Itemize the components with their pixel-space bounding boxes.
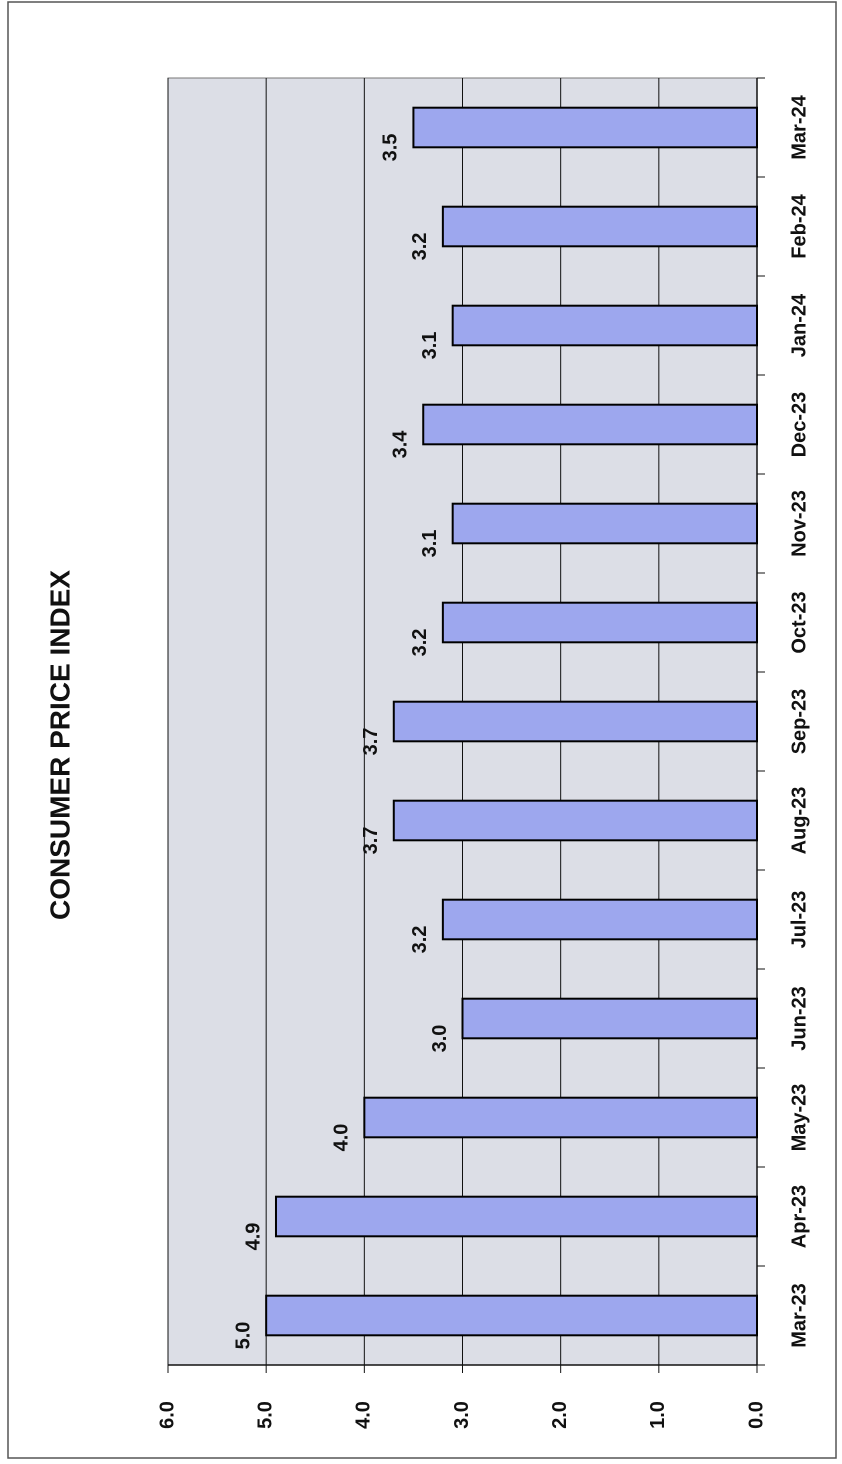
bar (422, 403, 758, 446)
chart-title: CONSUMER PRICE INDEX (44, 570, 75, 920)
y-tick-label: 2.0 (549, 1401, 571, 1429)
data-label: 3.5 (380, 134, 402, 162)
bar (363, 1096, 758, 1139)
data-label: 4.0 (331, 1124, 353, 1152)
bar (441, 205, 758, 248)
x-tick-label: Jul-23 (788, 891, 810, 949)
data-label: 3.2 (409, 629, 431, 657)
bar (392, 799, 758, 842)
bar (412, 106, 758, 149)
x-tick-label: May-23 (788, 1084, 810, 1152)
data-label: 3.7 (360, 728, 382, 756)
bar (441, 898, 758, 941)
data-label: 3.0 (429, 1025, 451, 1053)
y-tick-label: 4.0 (353, 1401, 375, 1429)
x-tick-label: Oct-23 (788, 591, 810, 653)
data-label: 3.2 (409, 926, 431, 954)
x-tick-label: Feb-24 (788, 193, 810, 258)
x-tick-label: Jun-23 (788, 986, 810, 1050)
data-label: 4.9 (242, 1223, 264, 1251)
bar (274, 1195, 758, 1238)
data-label: 3.2 (409, 233, 431, 261)
x-tick-label: Mar-23 (788, 1283, 810, 1347)
bar (451, 502, 758, 545)
x-tick-label: Apr-23 (788, 1185, 810, 1248)
x-tick-label: Nov-23 (788, 490, 810, 557)
y-tick-label: 0.0 (745, 1401, 767, 1429)
bar (461, 997, 758, 1040)
data-label: 3.4 (390, 430, 412, 459)
data-label: 3.7 (360, 827, 382, 855)
y-tick-label: 1.0 (647, 1401, 669, 1429)
bar (392, 700, 758, 743)
bar (441, 601, 758, 644)
y-tick-label: 5.0 (254, 1401, 276, 1429)
x-tick-label: Dec-23 (788, 392, 810, 458)
x-tick-label: Sep-23 (788, 689, 810, 755)
data-label: 5.0 (232, 1322, 254, 1350)
bar (451, 304, 758, 347)
y-tick-label: 6.0 (156, 1401, 178, 1429)
data-label: 3.1 (419, 530, 441, 558)
x-tick-label: Aug-23 (788, 787, 810, 855)
x-tick-label: Mar-24 (788, 94, 810, 159)
y-tick-label: 3.0 (451, 1401, 473, 1429)
x-tick-label: Jan-24 (788, 293, 810, 357)
data-label: 3.1 (419, 332, 441, 360)
bar (265, 1294, 758, 1337)
